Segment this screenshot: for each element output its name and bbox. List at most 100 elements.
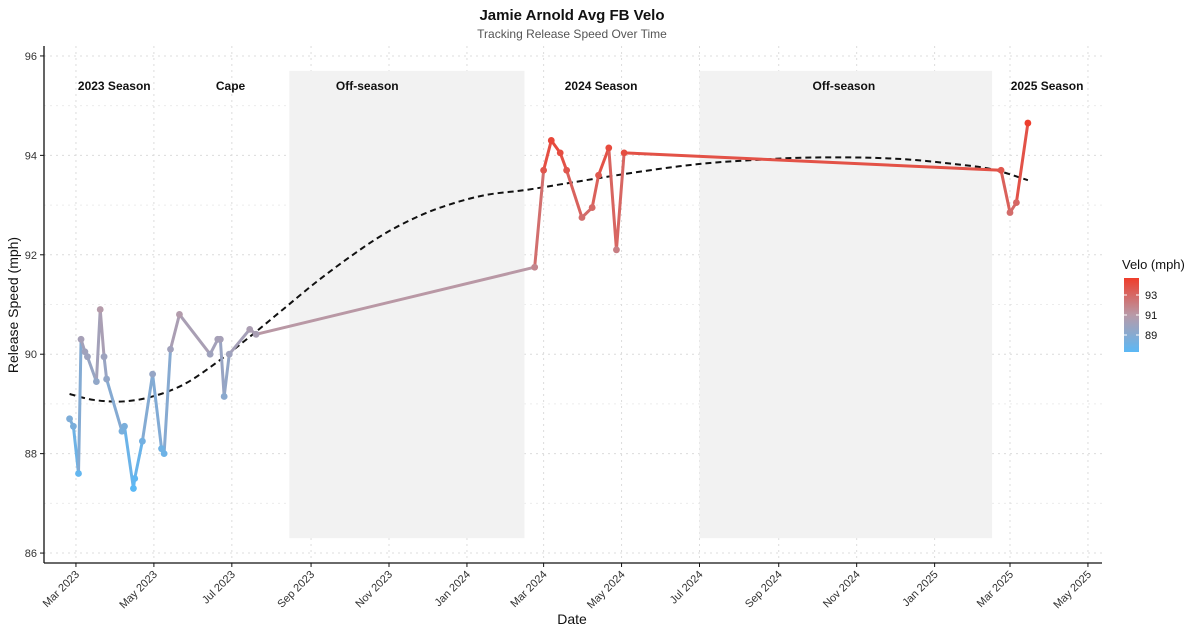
legend-label: 93 [1145,290,1157,302]
legend: Velo (mph) 93 91 89 [1122,257,1185,352]
velo-line-segment [227,327,252,356]
velo-line-segment [133,439,144,480]
velo-line-segment [162,347,172,456]
velo-point [588,204,596,211]
season-annotation: Off-season [336,79,399,93]
velo-line-segment [218,337,226,398]
season-annotation: Cape [216,79,246,93]
velo-line-segment [590,173,601,210]
velo-point [130,485,137,492]
velo-line-segment [94,307,102,384]
velo-point [138,437,146,445]
season-annotation: 2024 Season [565,79,638,93]
x-tick-label: Sep 2023 [275,569,317,611]
velo-point [1012,199,1020,206]
velo-line-segment [151,372,164,451]
velo-point [225,350,233,358]
x-tick-label: Nov 2024 [821,569,863,611]
shaded-regions [289,70,993,539]
x-tick-label: Sep 2024 [743,569,785,611]
velo-point [160,450,168,458]
velo-point [206,350,214,358]
chart-title: Jamie Arnold Avg FB Velo [479,7,664,24]
x-tick-label: Jan 2024 [433,569,473,609]
velo-line-segment [999,168,1012,215]
velo-point [563,166,571,174]
legend-colorbar [1124,278,1139,352]
velo-line-segment [105,377,124,433]
velo-point [997,166,1005,174]
velo-point [66,415,73,423]
velo-line-segment [565,168,584,220]
season-annotation: Off-season [813,79,876,93]
velo-line-segment [77,337,83,476]
velo-point [92,378,100,385]
velo-point [556,149,564,157]
velo-point [547,137,555,144]
x-tick-label: Jul 2023 [200,569,238,607]
velo-point [220,393,228,400]
season-annotation: 2025 Season [1011,79,1084,93]
y-tick-label: 90 [25,349,37,361]
annotations: 2023 Season Cape Off-season 2024 Season Off-… [78,79,1083,93]
velo-line-segment [614,151,626,252]
velo-point [100,353,108,361]
velo-line-segment [607,146,618,252]
velo-line-segment [169,312,181,351]
offseason-region [699,70,993,539]
velo-point [578,214,586,221]
velo-point [605,144,613,152]
velo-line-segment [622,151,1003,172]
season-annotation: 2023 Season [78,79,151,93]
velo-point [84,353,91,361]
velo-point [176,311,183,318]
velo-point [540,166,548,174]
velo-line-segment [542,138,553,172]
x-tick-label: May 2025 [1051,569,1094,612]
velo-point [216,335,224,343]
x-tick-label: Jan 2025 [900,569,940,609]
velo-line-segment [85,355,98,384]
x-tick-label: Mar 2024 [508,569,549,610]
velo-point [96,306,104,313]
x-tick-label: Jul 2024 [668,569,706,607]
x-axis-label: Date [557,611,587,627]
velo-point [131,475,139,482]
velo-line-segment [254,265,537,336]
velo-line-segment [98,307,106,359]
velo-point [531,263,539,271]
legend-title: Velo (mph) [1122,257,1185,272]
velo-line-segment [222,352,231,398]
x-tick-label: Mar 2023 [41,569,82,610]
velo-line-segment [177,312,212,356]
x-tick-label: May 2024 [585,569,628,612]
legend-label: 89 [1145,330,1157,342]
velo-line-segment [533,168,546,269]
y-tick-label: 86 [25,548,37,560]
velo-point [1006,209,1014,216]
velo-point [75,470,82,477]
velo-line-segment [597,146,611,177]
y-tick-label: 94 [25,150,37,162]
offseason-region [289,70,525,539]
velo-line-segment [140,372,155,443]
velo-line-segment [102,355,109,381]
y-tick-label: 96 [25,51,37,63]
y-tick-label: 92 [25,250,37,262]
data-points-layer [66,119,1032,492]
velo-point [121,422,128,430]
x-tick-label: Nov 2023 [353,569,395,611]
velo-point [103,375,111,383]
velo-point [613,246,620,254]
velo-point [252,330,260,338]
velo-point [246,325,254,333]
velo-point [149,370,157,378]
velo-point [620,149,628,157]
y-tick-label: 88 [25,449,37,461]
x-tick-label: May 2023 [117,569,160,612]
velo-point [1024,119,1032,127]
velo-point [77,335,85,343]
x-tick-label: Mar 2025 [975,569,1016,610]
